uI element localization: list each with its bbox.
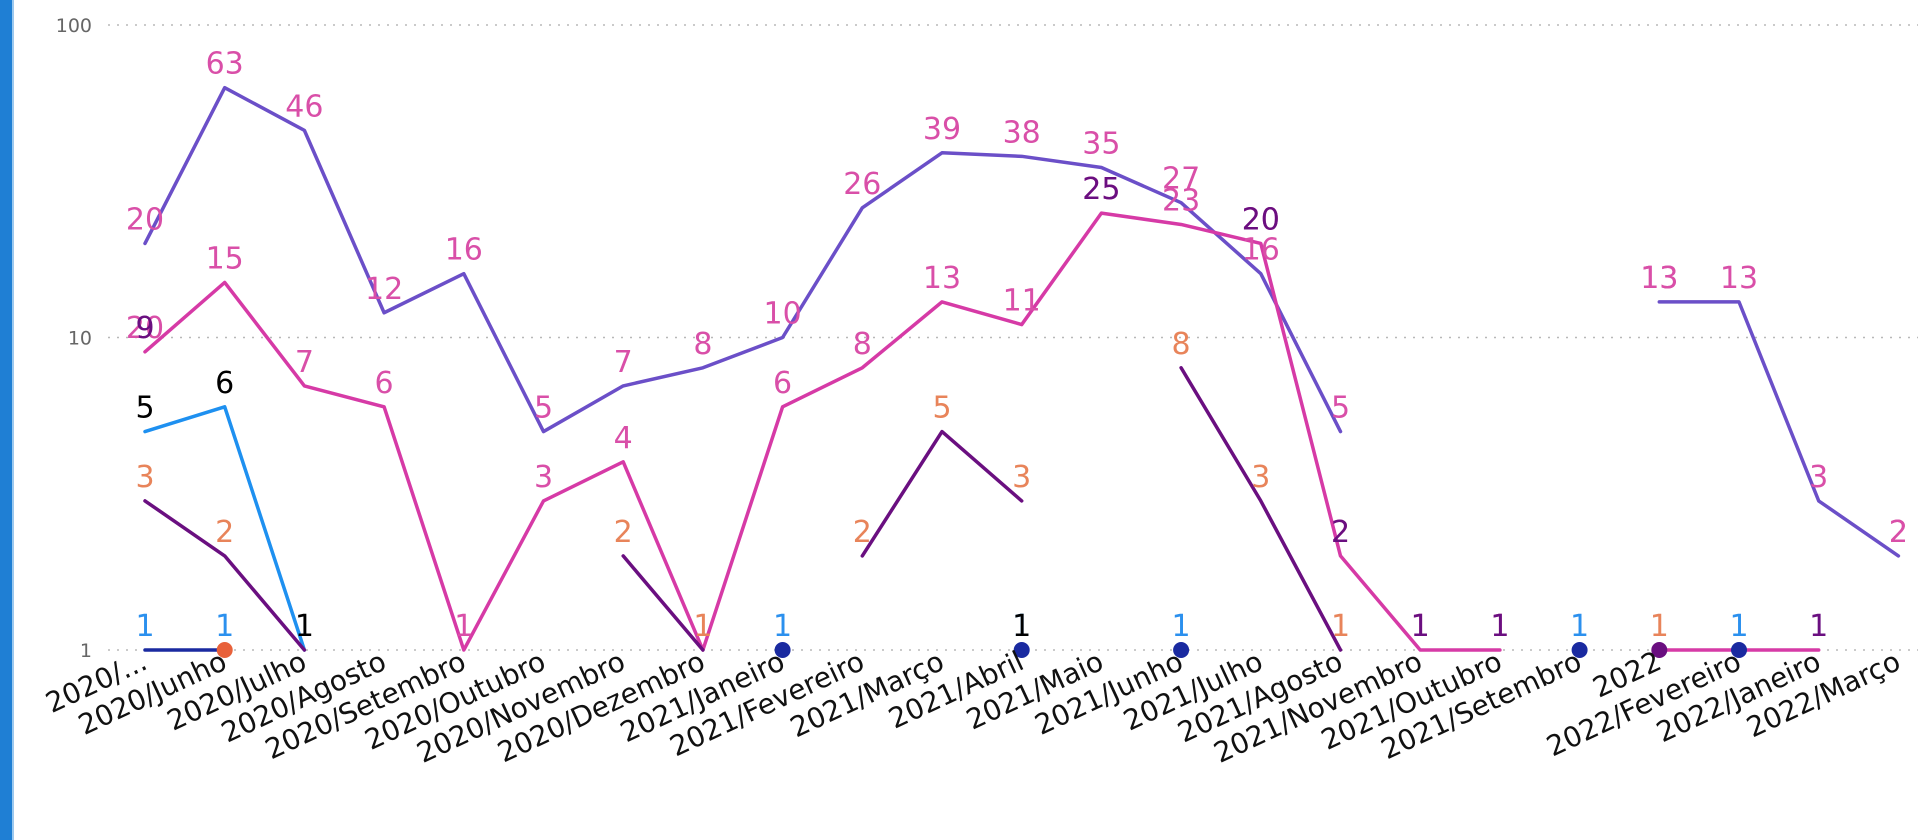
left-frame-bar [0, 0, 14, 840]
data-label: 1 [215, 609, 234, 644]
data-label: 2 [1331, 515, 1350, 550]
data-label: 5 [534, 391, 553, 426]
data-label: 8 [1172, 327, 1191, 362]
data-label: 8 [853, 327, 872, 362]
data-label: 6 [773, 366, 792, 401]
data-label: 5 [1331, 391, 1350, 426]
data-label: 1 [1172, 609, 1191, 644]
x-axis-ticks: 2020/...2020/Junho2020/Julho2020/Agosto2… [41, 644, 1906, 769]
data-label: 35 [1082, 126, 1120, 161]
data-label: 13 [1640, 261, 1678, 296]
data-label: 15 [206, 241, 244, 276]
data-label: 4 [614, 421, 633, 456]
data-point-marker [1173, 642, 1190, 658]
data-label: 11 [1003, 284, 1041, 319]
data-label: 39 [923, 112, 961, 147]
data-label: 20 [1242, 202, 1280, 237]
data-point-marker [1013, 642, 1030, 658]
data-label: 2 [1331, 515, 1350, 550]
y-tick-label: 10 [68, 328, 92, 350]
data-label: 46 [285, 89, 323, 124]
data-label: 1 [773, 609, 792, 644]
data-label: 16 [445, 233, 483, 268]
data-label: 1 [1809, 609, 1828, 644]
data-label: 16 [1242, 233, 1280, 268]
data-label: 2 [215, 515, 234, 550]
data-label: 26 [843, 167, 881, 202]
data-label: 6 [215, 366, 234, 401]
data-label: 7 [614, 345, 633, 380]
data-label: 1 [1650, 609, 1669, 644]
data-label: 2 [1889, 515, 1908, 550]
data-label: 1 [693, 609, 712, 644]
data-label: 1 [1331, 609, 1350, 644]
y-tick-label: 100 [56, 15, 92, 37]
series-line-2 [143, 405, 307, 652]
data-label: 27 [1162, 162, 1200, 197]
data-label: 20 [126, 311, 164, 346]
data-label: 1 [1012, 609, 1031, 644]
data-label: 2 [614, 515, 633, 550]
data-point-marker [1731, 642, 1747, 658]
data-label: 1 [135, 609, 154, 644]
data-label: 25 [1082, 172, 1120, 207]
data-label: 13 [923, 261, 961, 296]
data-label: 13 [1640, 261, 1678, 296]
series-line-0 [143, 85, 1343, 434]
data-label: 1 [1411, 609, 1430, 644]
data-label: 20 [126, 202, 164, 237]
y-tick-label: 1 [80, 640, 92, 662]
data-label: 23 [1162, 183, 1200, 218]
data-label: 1 [1411, 609, 1430, 644]
data-label: 6 [375, 366, 394, 401]
data-label: 63 [206, 47, 244, 82]
data-label: 2 [1889, 515, 1908, 550]
data-label: 3 [534, 460, 553, 495]
data-label: 25 [1082, 172, 1120, 207]
data-label: 9 [135, 311, 154, 346]
data-point-marker [1571, 642, 1588, 658]
series-line-1 [143, 211, 1502, 652]
data-label: 1 [1490, 609, 1509, 644]
data-label: 5 [135, 391, 154, 426]
data-label: 1 [1490, 609, 1509, 644]
data-label: 5 [932, 391, 951, 426]
data-label: 1 [295, 609, 314, 644]
series-line-3 [860, 429, 1024, 558]
series-line-0 [1657, 300, 1901, 558]
series-lines [143, 85, 1901, 652]
data-label: 38 [1003, 115, 1041, 150]
data-label: 1 [1012, 609, 1031, 644]
data-label: 2 [853, 515, 872, 550]
data-point-marker [216, 642, 233, 658]
data-label: 13 [1720, 261, 1758, 296]
data-point-marker [774, 642, 791, 658]
data-label: 20 [1242, 202, 1280, 237]
data-label: 10 [764, 297, 802, 332]
data-label: 7 [295, 345, 314, 380]
series-line-3 [1179, 366, 1343, 652]
data-label: 1 [1570, 609, 1589, 644]
series-line-3 [143, 499, 307, 652]
data-label: 12 [365, 272, 403, 307]
data-point-marker [1651, 642, 1668, 658]
y-axis-ticks: 1 10 100 [56, 15, 92, 662]
data-label: 3 [1012, 460, 1031, 495]
series-markers [216, 642, 1747, 658]
data-label: 8 [693, 327, 712, 362]
data-label: 3 [1809, 460, 1828, 495]
data-label: 3 [135, 460, 154, 495]
series-line-3 [621, 554, 705, 652]
data-label: 1 [1729, 609, 1748, 644]
data-label: 1 [454, 609, 473, 644]
data-label: 3 [1251, 460, 1270, 495]
